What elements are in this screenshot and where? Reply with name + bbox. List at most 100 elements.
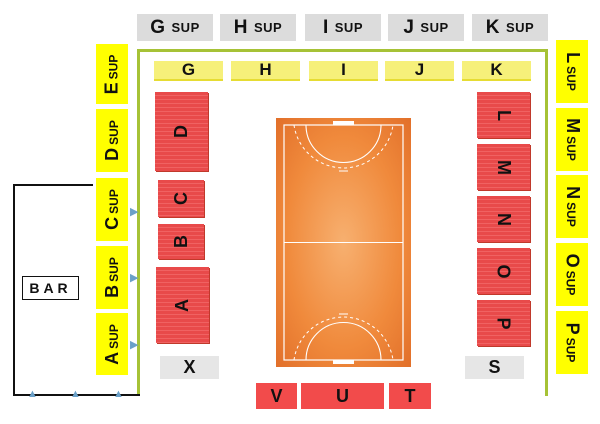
section-b-sup-tag: SUP [106, 257, 121, 282]
section-i[interactable]: I [309, 60, 378, 81]
section-v-label: V [270, 385, 283, 406]
section-j-sup[interactable]: J SUP [388, 14, 464, 41]
section-a-sup-letter: A [101, 351, 122, 365]
section-i-sup[interactable]: I SUP [305, 14, 381, 41]
goal-area-bottom [305, 321, 382, 361]
section-s-label: S [488, 357, 501, 377]
section-e-sup-tag: SUP [106, 54, 121, 79]
section-p-sup-letter: P [562, 322, 583, 335]
section-i-sup-tag: SUP [334, 20, 363, 35]
bar-area[interactable]: BAR [22, 276, 79, 300]
section-l-sup[interactable]: L SUP [556, 40, 588, 103]
section-t[interactable]: T [389, 383, 431, 409]
entry-arrow-icon: ▲ [27, 388, 38, 400]
section-o-label: O [493, 263, 514, 279]
section-p-sup-tag: SUP [563, 337, 578, 363]
section-g-sup[interactable]: G SUP [137, 14, 213, 41]
section-h[interactable]: H [231, 60, 300, 81]
bar-area-border-left [13, 184, 15, 396]
section-l[interactable]: L [477, 92, 530, 138]
section-h-sup-tag: SUP [254, 20, 283, 35]
entry-arrow-icon: ▲ [113, 388, 124, 400]
section-e-sup[interactable]: E SUP [96, 44, 128, 104]
section-d-label: D [171, 125, 191, 138]
section-b[interactable]: B [158, 224, 204, 259]
section-m[interactable]: M [477, 144, 530, 190]
section-j[interactable]: J [385, 60, 454, 81]
section-a-sup[interactable]: A SUP [96, 313, 128, 375]
section-h-sup[interactable]: H SUP [220, 14, 296, 41]
section-d-sup[interactable]: D SUP [96, 109, 128, 172]
section-b-sup-letter: B [101, 284, 122, 298]
goal-top [333, 121, 354, 125]
handball-court [276, 118, 411, 367]
section-n-sup-tag: SUP [563, 202, 578, 227]
goal-bottom [333, 360, 354, 364]
section-i-label: I [341, 60, 346, 79]
section-m-sup-tag: SUP [563, 136, 578, 161]
section-g-label: G [181, 60, 196, 79]
section-u-label: U [336, 385, 349, 406]
section-p[interactable]: P [477, 300, 530, 346]
section-m-label: M [494, 159, 514, 175]
free-throw-line-top [293, 124, 394, 169]
entry-arrow-icon: ▶ [130, 339, 139, 351]
section-d-sup-tag: SUP [106, 120, 121, 145]
arena-border-right [545, 49, 548, 396]
section-u[interactable]: U [301, 383, 384, 409]
section-n-sup-letter: N [562, 186, 583, 200]
section-m-sup-letter: M [562, 118, 583, 134]
section-v[interactable]: V [256, 383, 297, 409]
section-h-sup-letter: H [233, 16, 248, 38]
section-l-sup-tag: SUP [563, 66, 578, 91]
section-k[interactable]: K [462, 60, 531, 81]
arena-border-left [137, 49, 140, 396]
section-b-sup[interactable]: B SUP [96, 246, 128, 309]
free-throw-line-bottom [293, 316, 394, 361]
entry-arrow-icon: ▶ [130, 206, 139, 218]
section-k-sup-tag: SUP [506, 20, 535, 35]
section-c-sup-letter: C [101, 216, 122, 230]
section-k-label: K [490, 60, 503, 79]
section-b-label: B [170, 235, 191, 248]
section-j-sup-tag: SUP [420, 20, 449, 35]
bar-area-border-bottom [13, 394, 140, 396]
arena-border-top [137, 49, 547, 52]
section-g[interactable]: G [154, 60, 223, 81]
bar-label: BAR [29, 280, 72, 296]
section-l-label: L [494, 109, 514, 121]
section-a-label: A [172, 298, 192, 312]
section-s[interactable]: S [465, 356, 524, 379]
section-n[interactable]: N [477, 196, 530, 242]
section-c-sup-tag: SUP [106, 189, 121, 214]
section-a-sup-tag: SUP [106, 323, 121, 349]
section-a[interactable]: A [156, 267, 209, 343]
goal-area-top [305, 124, 382, 164]
section-o-sup-letter: O [562, 253, 583, 268]
section-k-sup[interactable]: K SUP [472, 14, 548, 41]
section-o[interactable]: O [477, 248, 530, 294]
section-l-sup-letter: L [562, 52, 583, 64]
section-d[interactable]: D [155, 92, 208, 171]
section-p-sup[interactable]: P SUP [556, 311, 588, 374]
section-x[interactable]: X [160, 356, 219, 379]
entry-arrow-icon: ▶ [130, 272, 139, 284]
section-n-sup[interactable]: N SUP [556, 175, 588, 238]
section-d-sup-letter: D [101, 147, 122, 161]
section-c-sup[interactable]: C SUP [96, 178, 128, 241]
section-o-sup-tag: SUP [563, 270, 578, 296]
section-g-sup-tag: SUP [171, 20, 200, 35]
section-e-sup-letter: E [101, 81, 122, 94]
section-j-sup-letter: J [403, 16, 415, 38]
section-o-sup[interactable]: O SUP [556, 243, 588, 306]
section-c[interactable]: C [158, 180, 204, 217]
section-g-sup-letter: G [150, 16, 166, 38]
section-k-sup-letter: K [485, 16, 500, 38]
section-i-sup-letter: I [322, 16, 329, 38]
section-n-label: N [494, 212, 514, 226]
section-h-label: H [259, 60, 272, 79]
section-j-label: J [414, 60, 425, 79]
section-c-label: C [170, 192, 191, 205]
section-m-sup[interactable]: M SUP [556, 108, 588, 171]
section-t-label: T [404, 385, 416, 406]
